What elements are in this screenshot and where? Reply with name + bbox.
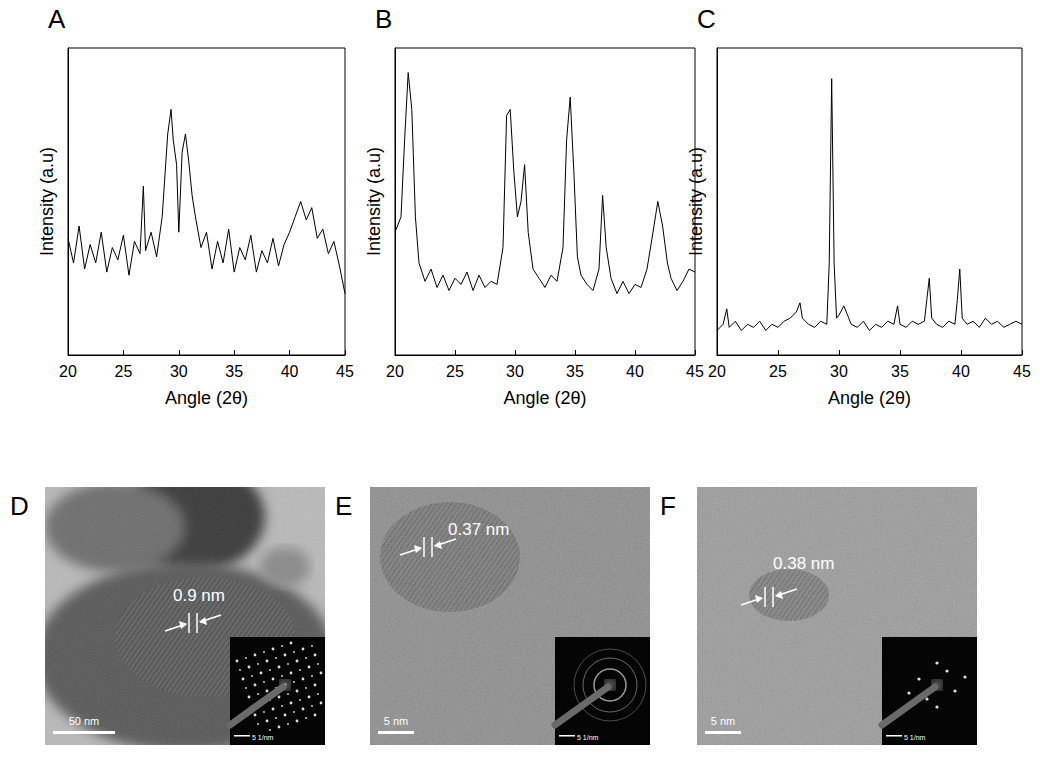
svg-text:5 nm: 5 nm: [384, 715, 408, 727]
svg-text:0.38 nm: 0.38 nm: [773, 554, 834, 573]
svg-text:25: 25: [769, 363, 787, 380]
svg-text:35: 35: [891, 363, 909, 380]
svg-text:35: 35: [566, 363, 584, 380]
svg-text:Intensity (a.u): Intensity (a.u): [364, 147, 384, 256]
svg-text:Angle (2θ): Angle (2θ): [828, 388, 911, 408]
svg-text:45: 45: [336, 363, 354, 380]
svg-text:B: B: [375, 4, 392, 34]
svg-text:Angle (2θ): Angle (2θ): [503, 388, 586, 408]
svg-text:40: 40: [626, 363, 644, 380]
svg-text:45: 45: [1013, 363, 1031, 380]
svg-text:0.37 nm: 0.37 nm: [448, 520, 509, 539]
svg-text:35: 35: [225, 363, 243, 380]
svg-text:25: 25: [115, 363, 133, 380]
svg-text:20: 20: [59, 363, 77, 380]
svg-text:30: 30: [506, 363, 524, 380]
svg-text:F: F: [660, 491, 676, 521]
svg-text:Angle (2θ): Angle (2θ): [165, 388, 248, 408]
svg-text:A: A: [48, 4, 66, 34]
svg-text:30: 30: [830, 363, 848, 380]
svg-text:C: C: [697, 4, 716, 34]
svg-text:50 nm: 50 nm: [69, 715, 100, 727]
svg-text:5 1/nm: 5 1/nm: [904, 734, 926, 741]
svg-text:D: D: [10, 491, 29, 521]
svg-text:5 1/nm: 5 1/nm: [577, 734, 599, 741]
svg-text:45: 45: [686, 363, 704, 380]
svg-text:Intensity (a.u): Intensity (a.u): [686, 147, 706, 256]
svg-text:40: 40: [952, 363, 970, 380]
svg-text:E: E: [335, 491, 352, 521]
svg-text:40: 40: [281, 363, 299, 380]
svg-text:30: 30: [170, 363, 188, 380]
svg-text:5 1/nm: 5 1/nm: [252, 734, 274, 741]
svg-text:20: 20: [386, 363, 404, 380]
svg-text:20: 20: [708, 363, 726, 380]
svg-text:0.9 nm: 0.9 nm: [173, 586, 225, 605]
svg-text:Intensity (a.u): Intensity (a.u): [37, 147, 57, 256]
svg-text:5 nm: 5 nm: [711, 715, 735, 727]
svg-text:25: 25: [446, 363, 464, 380]
